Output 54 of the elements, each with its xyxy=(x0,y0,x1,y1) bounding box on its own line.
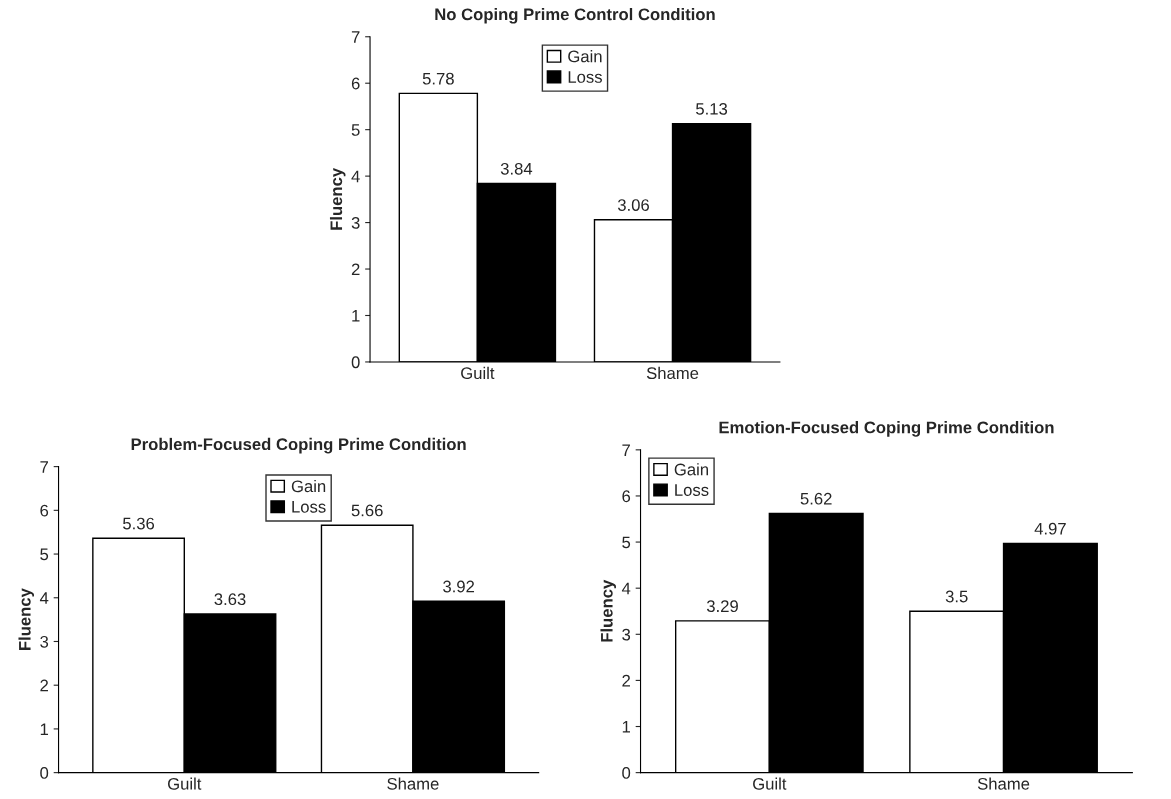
y-axis-title: Fluency xyxy=(18,588,34,650)
y-tick-label: 2 xyxy=(40,679,48,692)
x-tick-label: Shame xyxy=(977,777,1030,790)
x-tick-label: Shame xyxy=(387,777,439,790)
chart-title: Problem-Focused Coping Prime Condition xyxy=(131,437,466,454)
data-label: 3.06 xyxy=(617,199,649,211)
y-tick-label: 4 xyxy=(621,582,631,595)
data-label: 3.29 xyxy=(706,600,738,613)
y-tick-label: 6 xyxy=(351,77,360,90)
y-tick-label: 5 xyxy=(622,536,631,549)
legend-label: Loss xyxy=(292,501,326,513)
y-tick-label: 7 xyxy=(351,31,360,43)
x-tick-label: Guilt xyxy=(753,777,787,790)
y-tick-label: 4 xyxy=(351,170,360,183)
legend-label: Gain xyxy=(568,50,602,63)
chart-title: Emotion-Focused Coping Prime Condition xyxy=(719,421,1054,437)
y-tick-label: 3 xyxy=(351,216,360,229)
y-tick-label: 0 xyxy=(351,356,360,369)
y-tick-label: 4 xyxy=(39,592,49,604)
y-tick-label: 7 xyxy=(40,461,48,473)
data-label: 5.62 xyxy=(800,492,832,505)
y-tick-label: 6 xyxy=(622,490,631,503)
y-tick-label: 0 xyxy=(40,767,49,779)
data-label: 3.63 xyxy=(214,593,246,606)
y-tick-label: 2 xyxy=(622,674,630,687)
data-label: 5.66 xyxy=(351,504,383,517)
y-tick-label: 0 xyxy=(622,767,631,779)
data-label: 3.5 xyxy=(945,590,968,603)
x-tick-label: Guilt xyxy=(461,366,495,380)
y-tick-label: 6 xyxy=(40,504,49,517)
data-label: 3.92 xyxy=(443,580,475,593)
y-axis-title: Fluency xyxy=(600,579,616,642)
y-tick-label: 5 xyxy=(40,548,49,561)
y-tick-label: 1 xyxy=(622,721,630,733)
y-axis-title: Fluency xyxy=(329,167,346,230)
legend-label: Loss xyxy=(568,71,602,83)
x-tick-label: Guilt xyxy=(168,777,202,790)
chart-title: No Coping Prime Control Condition xyxy=(435,8,715,24)
y-tick-label: 1 xyxy=(352,310,360,322)
data-label: 5.13 xyxy=(696,102,728,115)
legend-label: Loss xyxy=(675,484,709,496)
y-tick-label: 7 xyxy=(622,444,630,456)
legend-label: Gain xyxy=(674,463,708,476)
data-label: 3.84 xyxy=(500,162,533,175)
y-tick-label: 5 xyxy=(351,124,360,136)
y-tick-label: 2 xyxy=(351,263,360,276)
y-tick-label: 3 xyxy=(40,635,49,648)
y-tick-label: 3 xyxy=(622,628,631,641)
data-label: 5.36 xyxy=(123,517,155,530)
data-label: 5.78 xyxy=(422,72,454,85)
legend-label: Gain xyxy=(291,479,326,493)
data-label: 4.97 xyxy=(1034,522,1066,535)
y-tick-label: 1 xyxy=(40,723,49,735)
x-tick-label: Shame xyxy=(646,366,699,380)
